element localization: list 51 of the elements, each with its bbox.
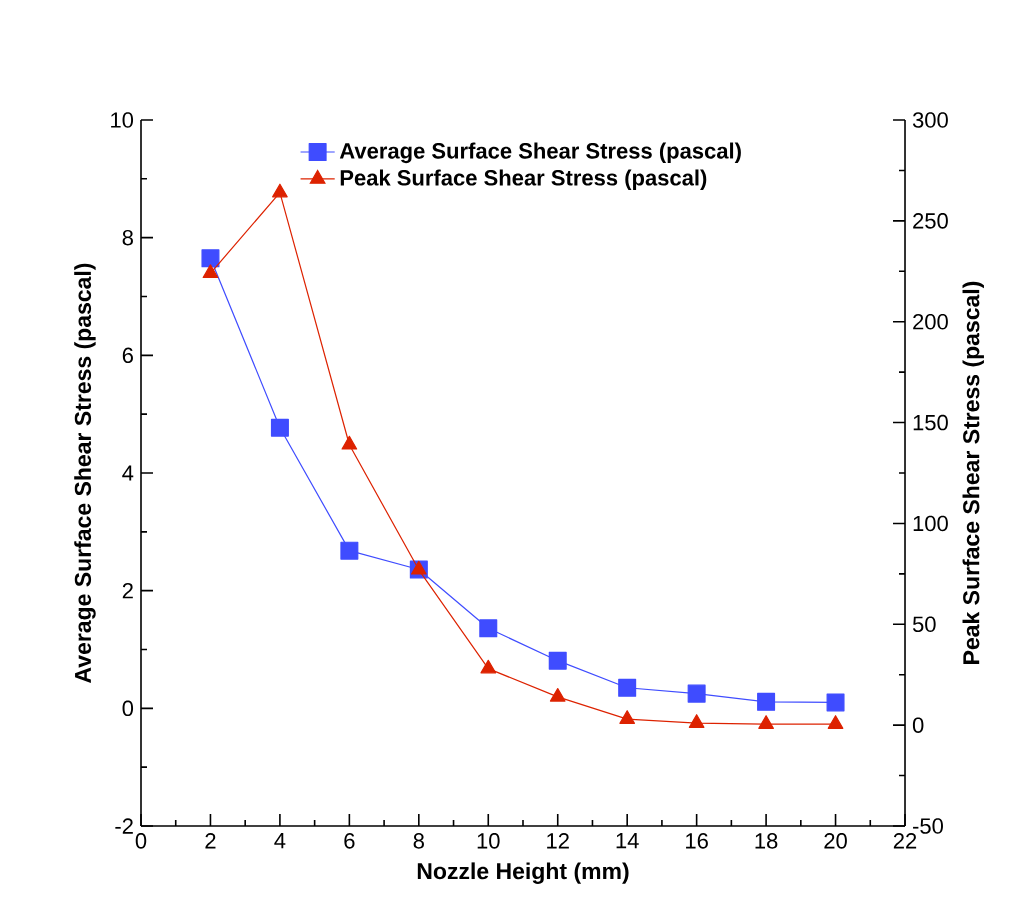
point [202,264,219,279]
y2-tick-label: 150 [913,414,948,431]
point [549,687,566,702]
y2-tick-label: 200 [913,313,948,330]
point [827,715,844,729]
x-tick-label: 16 [686,833,708,849]
y2-tick-label: 250 [913,213,948,229]
point [410,560,427,575]
x-tick-label: 0 [135,833,147,849]
y-axis-title: Average Surface Shear Stress (pascal) [74,263,96,683]
x-tick-label: 10 [477,833,500,849]
point [758,715,774,729]
point [826,693,845,712]
point [340,541,359,560]
y2-axis-title: Peak Surface Shear Stress (pascal) [962,281,984,664]
x-tick-label: 18 [755,833,778,849]
y2-tick-label: 100 [913,515,948,532]
x-tick-label: 4 [274,833,286,849]
point [687,684,706,703]
y2-tick-label: -50 [913,818,943,834]
x-tick-label: 6 [344,833,355,849]
point [480,659,497,674]
point [201,249,220,268]
point [341,435,358,450]
point [270,418,289,437]
y-tick-label: 10 [111,112,134,128]
x-tick-label: 2 [205,833,216,849]
y-tick-label: 6 [122,347,133,364]
point [548,651,567,670]
point [479,619,498,638]
y-tick-label: 0 [122,700,134,717]
y-tick-label: -2 [115,818,133,834]
point [272,183,288,198]
point [618,678,637,697]
legend-label: Peak Surface Shear Stress (pascal) [340,169,707,190]
x-tick-label: 22 [893,833,917,849]
point [688,714,705,728]
y2-tick-label: 0 [912,717,924,733]
x-tick-label: 12 [547,833,569,849]
y-tick-label: 2 [122,583,133,599]
x-axis-title: Nozzle Height (mm) [417,862,629,884]
x-tick-label: 20 [824,833,847,849]
y-tick-label: 4 [122,465,134,481]
legend-label: Average Surface Shear Stress (pascal) [339,142,741,164]
x-tick-label: 14 [616,833,639,849]
y-tick-label: 8 [122,229,133,246]
y2-tick-label: 300 [912,112,948,128]
point [757,692,776,711]
y2-tick-label: 50 [912,616,936,633]
point [619,710,636,724]
x-tick-label: 8 [413,833,424,849]
